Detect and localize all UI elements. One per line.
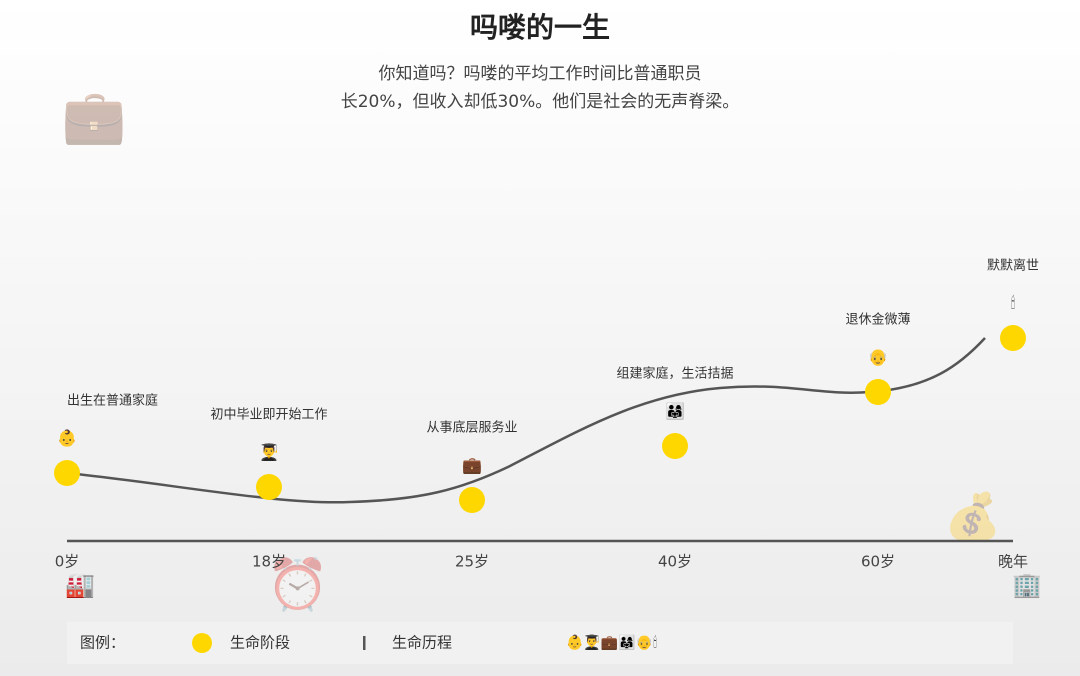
legend-label: 生命阶段 [230, 634, 290, 652]
stage-icon: 👴 [868, 348, 888, 367]
legend-box [67, 622, 1013, 664]
stage-icon: 👨‍👩‍👧 [665, 402, 685, 421]
subtitle: 你知道吗？吗喽的平均工作时间比普通职员 [379, 64, 702, 84]
age-label: 25岁 [455, 553, 489, 571]
legend-swatch [192, 633, 212, 653]
stage-dot [865, 379, 891, 405]
legend-icons: 👶👨‍🎓💼👨‍👩‍👧👴🕯 [566, 634, 657, 651]
age-label: 18岁 [252, 553, 286, 571]
icon: 💼 [62, 87, 127, 147]
age-label: 40岁 [658, 553, 692, 571]
age-label: 晚年 [998, 553, 1028, 571]
stage-label: 默默离世 [987, 258, 1039, 274]
stage-icon: 💼 [462, 456, 482, 475]
subtitle: 长20%，但收入却低30%。他们是社会的无声脊梁。 [341, 92, 740, 112]
icon: 🏭 [65, 571, 95, 599]
icon: 🏢 [1012, 571, 1042, 599]
icon: ⏰ [267, 555, 329, 614]
legend-swatch [363, 636, 366, 650]
stage-label: 从事底层服务业 [426, 420, 517, 436]
stage-icon: 👨‍🎓 [259, 443, 279, 462]
age-label: 0岁 [55, 553, 80, 571]
stage-label: 出生在普通家庭 [67, 393, 158, 409]
stage-icon: 🕯 [1011, 294, 1016, 313]
stage-dot [1000, 325, 1026, 351]
stage-dot [662, 433, 688, 459]
age-label: 60岁 [861, 553, 895, 571]
stage-label: 退休金微薄 [845, 312, 910, 328]
title: 吗喽的一生 [470, 11, 610, 44]
stage-dot [54, 460, 80, 486]
stage-dot [256, 474, 282, 500]
legend-label: 生命历程 [392, 634, 452, 652]
stage-label: 组建家庭，生活拮据 [616, 366, 733, 382]
icon: 💰 [944, 490, 1001, 545]
legend-title: 图例： [80, 634, 125, 652]
stage-dot [459, 487, 485, 513]
stage-icon: 👶 [57, 429, 77, 448]
stage-label: 初中毕业即开始工作 [210, 408, 327, 423]
